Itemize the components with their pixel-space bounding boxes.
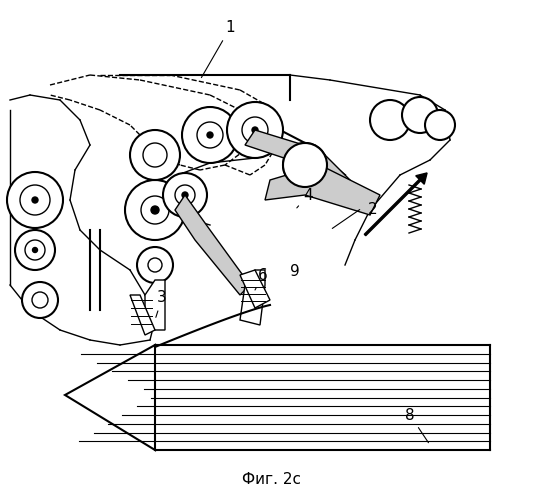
Circle shape	[163, 173, 207, 217]
Circle shape	[197, 122, 223, 148]
Polygon shape	[145, 280, 165, 330]
Text: 8: 8	[405, 408, 429, 442]
Circle shape	[425, 110, 455, 140]
Circle shape	[182, 107, 238, 163]
FancyArrow shape	[364, 173, 427, 236]
Circle shape	[130, 130, 180, 180]
Text: 9: 9	[290, 264, 300, 280]
Text: 4: 4	[297, 188, 313, 208]
Circle shape	[370, 100, 410, 140]
Text: 3: 3	[156, 290, 167, 318]
Circle shape	[175, 185, 195, 205]
Circle shape	[283, 143, 327, 187]
Circle shape	[283, 143, 327, 187]
Circle shape	[20, 185, 50, 215]
Circle shape	[32, 292, 48, 308]
Circle shape	[227, 102, 283, 158]
Circle shape	[25, 240, 45, 260]
Circle shape	[148, 258, 162, 272]
Circle shape	[32, 197, 38, 203]
Polygon shape	[175, 195, 250, 295]
Circle shape	[141, 196, 169, 224]
Circle shape	[182, 192, 188, 198]
Circle shape	[7, 172, 63, 228]
Text: Фиг. 2с: Фиг. 2с	[242, 472, 300, 488]
Circle shape	[125, 180, 185, 240]
Polygon shape	[240, 270, 270, 308]
Polygon shape	[65, 345, 155, 450]
Circle shape	[242, 117, 268, 143]
Circle shape	[151, 206, 159, 214]
Polygon shape	[240, 270, 265, 325]
Circle shape	[143, 143, 167, 167]
Polygon shape	[245, 130, 350, 195]
Polygon shape	[265, 165, 380, 215]
Text: 1: 1	[202, 20, 235, 78]
Circle shape	[207, 132, 213, 138]
Text: 6: 6	[255, 268, 268, 290]
Circle shape	[137, 247, 173, 283]
Circle shape	[402, 97, 438, 133]
Circle shape	[22, 282, 58, 318]
Polygon shape	[130, 295, 155, 335]
Circle shape	[15, 230, 55, 270]
Circle shape	[33, 248, 37, 252]
Text: 2: 2	[368, 202, 378, 218]
Circle shape	[252, 127, 258, 133]
